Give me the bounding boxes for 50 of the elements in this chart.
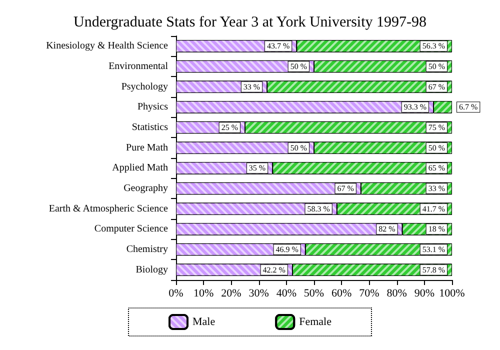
x-tick-label: 80% [386, 288, 407, 300]
data-label: 93.3 % [404, 102, 427, 112]
data-label: 42.2 % [262, 265, 286, 274]
y-tick-label: Pure Math [126, 142, 168, 154]
data-label: 57.8 % [422, 265, 446, 274]
data-label: 67 % [337, 184, 354, 193]
y-tick-label: Geography [124, 183, 168, 194]
y-tick-label: Physics [137, 102, 168, 113]
y-tick-label: Applied Math [112, 162, 168, 174]
x-tick-label: 10% [194, 288, 214, 300]
data-label: 56.3 % [422, 42, 446, 51]
data-label: 25 % [221, 123, 238, 132]
legend-label: Female [299, 316, 332, 328]
data-label: 58.3 % [307, 204, 330, 214]
y-tick-label: Psychology [121, 81, 168, 92]
data-label: 35 % [248, 164, 266, 173]
data-label: 41.7 % [422, 204, 446, 214]
legend-label: Male [192, 316, 216, 328]
data-label: 50 % [428, 62, 446, 71]
data-label: 75 % [428, 123, 446, 132]
x-tick-label: 90% [414, 288, 434, 300]
data-label: 6.7 % [459, 102, 478, 112]
data-label: 46.9 % [276, 245, 299, 254]
x-tick-label: 70% [359, 288, 380, 300]
y-tick-label: Earth & Atmospheric Science [48, 203, 169, 214]
data-label: 50 % [290, 62, 308, 71]
y-tick-label: Chemistry [126, 244, 168, 255]
y-tick-label: Biology [136, 264, 168, 276]
x-tick-label: 30% [248, 288, 269, 300]
x-tick-label: 40% [276, 288, 296, 300]
y-tick-label: Statistics [132, 122, 168, 133]
data-label: 53.1 % [422, 245, 446, 254]
data-label: 82 % [378, 224, 396, 234]
data-label: 67 % [428, 82, 446, 92]
data-label: 65 % [428, 164, 446, 173]
data-label: 50 % [428, 143, 446, 152]
x-tick-label: 100% [439, 288, 465, 300]
y-tick-label: Computer Science [94, 224, 169, 235]
data-label: 18 % [428, 224, 446, 234]
data-label: 33 % [243, 82, 260, 92]
data-label: 43.7 % [266, 42, 290, 51]
x-tick-label: 20% [221, 288, 242, 300]
data-label: 33 % [428, 184, 446, 193]
x-tick-label: 0% [168, 288, 184, 300]
x-tick-label: 60% [332, 288, 352, 300]
chart-title: Undergraduate Stats for Year 3 at York University 1997-98 [73, 14, 427, 30]
data-label: 50 % [290, 143, 308, 152]
y-tick-label: Kinesiology & Health Science [46, 40, 169, 52]
y-tick-label: Environmental [108, 61, 168, 72]
x-tick-label: 50% [304, 288, 324, 300]
